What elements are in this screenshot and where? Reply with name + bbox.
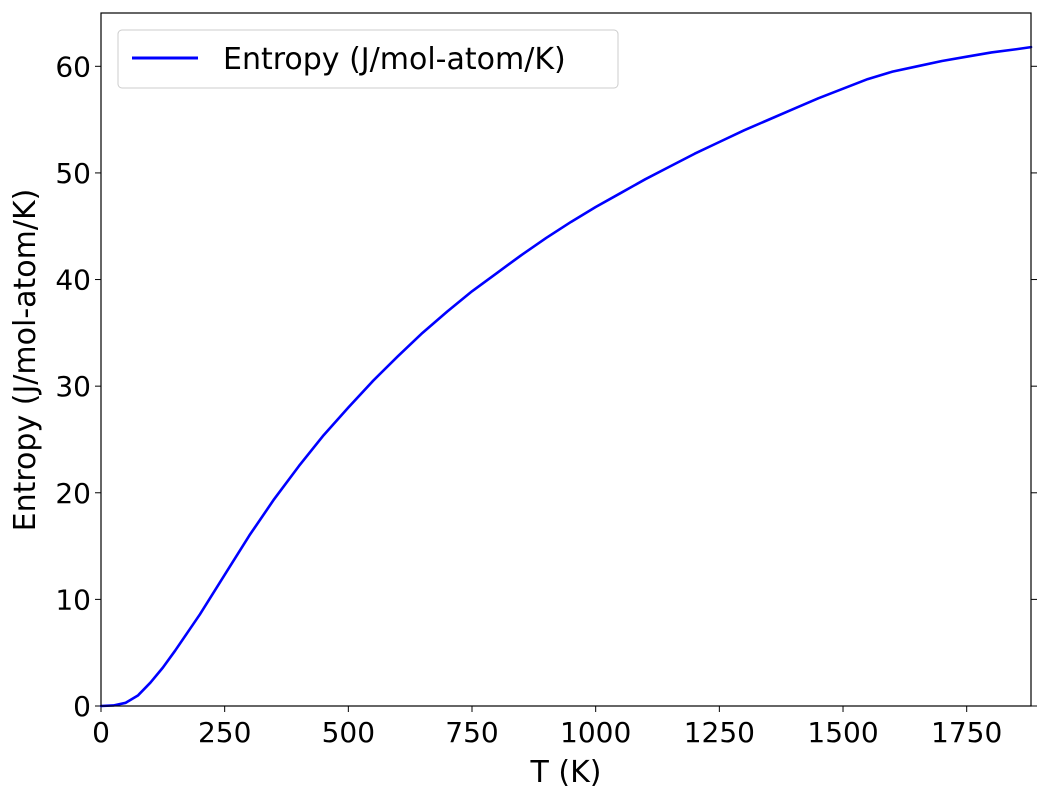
y-tick-label: 10: [55, 583, 91, 616]
series-line-entropy: [99, 45, 1033, 708]
x-axis-label: T (K): [530, 755, 602, 790]
x-tick-label: 1750: [931, 716, 1002, 749]
plot-frame: [100, 12, 1032, 707]
x-tick-label: 750: [445, 716, 498, 749]
legend: Entropy (J/mol-atom/K): [117, 29, 619, 89]
x-tick-label: 1250: [684, 716, 755, 749]
x-tick-label: 1000: [560, 716, 631, 749]
series-layer: [99, 45, 1033, 708]
y-tick-label: 40: [55, 264, 91, 297]
y-tick-label: 60: [55, 50, 91, 83]
y-axis-ticks: 0 10 20 30 40 50 60: [55, 50, 1037, 723]
legend-label-entropy: Entropy (J/mol-atom/K): [223, 42, 566, 77]
x-tick-label: 1500: [807, 716, 878, 749]
x-axis-ticks: 0 250 500 750 1000 1250 1500 1750: [92, 706, 1002, 749]
x-tick-label: 0: [92, 716, 110, 749]
legend-box: [117, 29, 619, 89]
y-tick-label: 0: [73, 690, 91, 723]
y-axis-label: Entropy (J/mol-atom/K): [8, 189, 43, 532]
y-tick-label: 30: [55, 370, 91, 403]
x-tick-label: 250: [198, 716, 251, 749]
x-tick-label: 500: [322, 716, 375, 749]
y-tick-label: 20: [55, 477, 91, 510]
y-tick-label: 50: [55, 157, 91, 190]
plot-area: [101, 13, 1031, 706]
